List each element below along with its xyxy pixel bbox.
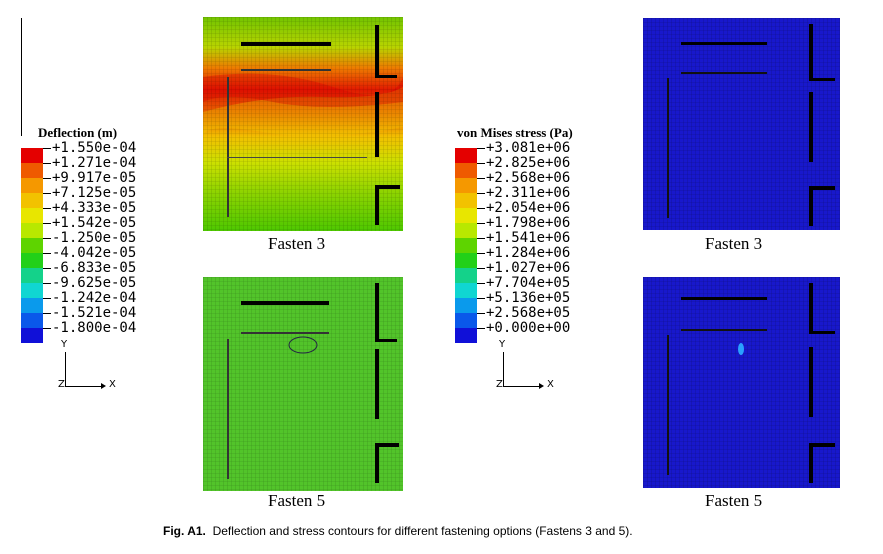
- panel-caption: Fasten 5: [268, 491, 326, 510]
- legend-value-label: +7.704e+05: [477, 276, 570, 290]
- legend-color-swatch: [455, 163, 477, 178]
- legend-color-swatch: [21, 163, 43, 178]
- stress-legend-title: von Mises stress (Pa): [457, 125, 573, 140]
- legend-color-swatch: [455, 283, 477, 298]
- axis-y-line: [65, 352, 66, 386]
- legend-color-swatch: [455, 328, 477, 343]
- legend-value-label: -1.800e-04: [43, 321, 136, 335]
- axis-x-arrow-icon: [101, 383, 106, 389]
- stress-contour-fasten5: Fasten 5: [643, 277, 840, 510]
- axis-x-label: X: [547, 379, 554, 390]
- legend-value-label: +2.054e+06: [477, 201, 570, 215]
- legend-value-label: +2.568e+05: [477, 306, 570, 320]
- legend-value-label: +1.284e+06: [477, 246, 570, 260]
- legend-value-label: +1.271e-04: [43, 156, 136, 170]
- legend-value-label: +2.311e+06: [477, 186, 570, 200]
- axis-z-label: Z: [496, 379, 503, 390]
- legend-color-swatch: [21, 283, 43, 298]
- legend-color-swatch: [455, 178, 477, 193]
- legend-value-label: +1.027e+06: [477, 261, 570, 275]
- legend-value-label: -1.250e-05: [43, 231, 136, 245]
- axis-x-label: X: [109, 379, 116, 390]
- legend-color-swatch: [21, 238, 43, 253]
- legend-color-swatch: [21, 313, 43, 328]
- deflection-legend-title: Deflection (m): [38, 125, 118, 140]
- legend-color-swatch: [455, 193, 477, 208]
- legend-color-swatch: [21, 223, 43, 238]
- axis-triad-left: Y Z X: [58, 339, 131, 399]
- legend-color-swatch: [455, 253, 477, 268]
- legend-value-label: +2.825e+06: [477, 156, 570, 170]
- panel-caption: Fasten 3: [268, 234, 326, 253]
- axis-triad-right: Y Z X: [496, 339, 569, 399]
- axis-y-label: Y: [499, 339, 506, 350]
- axis-y-label: Y: [61, 339, 68, 350]
- legend-value-label: +4.333e-05: [43, 201, 136, 215]
- stress-contour-fasten3: Fasten 3: [643, 18, 840, 253]
- legend-value-label: +7.125e-05: [43, 186, 136, 200]
- axis-x-arrow-icon: [539, 383, 544, 389]
- legend-value-label: +1.542e-05: [43, 216, 136, 230]
- legend-color-swatch: [21, 178, 43, 193]
- legend-value-label: -1.521e-04: [43, 306, 136, 320]
- legend-color-swatch: [455, 298, 477, 313]
- legend-color-swatch: [455, 148, 477, 163]
- deflection-color-bar: [21, 148, 43, 343]
- stress-color-bar: [455, 148, 477, 343]
- legend-value-label: +1.550e-04: [43, 141, 136, 155]
- figure-caption-text: Deflection and stress contours for diffe…: [212, 524, 633, 538]
- figure-label: Fig. A1.: [163, 524, 206, 538]
- legend-color-swatch: [21, 328, 43, 343]
- legend-value-label: -4.042e-05: [43, 246, 136, 260]
- legend-value-label: +9.917e-05: [43, 171, 136, 185]
- legend-color-swatch: [21, 208, 43, 223]
- legend-value-label: +0.000e+00: [477, 321, 570, 335]
- legend-color-swatch: [21, 298, 43, 313]
- legend-value-label: +1.541e+06: [477, 231, 570, 245]
- legend-value-label: +2.568e+06: [477, 171, 570, 185]
- axis-x-line: [503, 386, 541, 387]
- axis-x-line: [65, 386, 103, 387]
- axis-z-label: Z: [58, 379, 65, 390]
- legend-value-label: -9.625e-05: [43, 276, 136, 290]
- legend-color-swatch: [21, 268, 43, 283]
- axis-y-line: [503, 352, 504, 386]
- deflection-contour-fasten3: Fasten 3: [203, 17, 403, 253]
- legend-value-label: +1.798e+06: [477, 216, 570, 230]
- legend-color-swatch: [21, 193, 43, 208]
- legend-color-swatch: [455, 208, 477, 223]
- legend-divider-line: [21, 18, 22, 136]
- panel-caption: Fasten 5: [705, 491, 763, 510]
- legend-value-label: +5.136e+05: [477, 291, 570, 305]
- legend-color-swatch: [21, 253, 43, 268]
- legend-value-label: -6.833e-05: [43, 261, 136, 275]
- legend-value-label: -1.242e-04: [43, 291, 136, 305]
- legend-color-swatch: [455, 223, 477, 238]
- legend-color-swatch: [455, 238, 477, 253]
- legend-color-swatch: [455, 313, 477, 328]
- legend-color-swatch: [455, 268, 477, 283]
- panel-caption: Fasten 3: [705, 234, 763, 253]
- legend-color-swatch: [21, 148, 43, 163]
- figure-caption: Fig. A1. Deflection and stress contours …: [163, 524, 633, 538]
- legend-value-label: +3.081e+06: [477, 141, 570, 155]
- deflection-contour-fasten5: Fasten 5: [203, 277, 403, 510]
